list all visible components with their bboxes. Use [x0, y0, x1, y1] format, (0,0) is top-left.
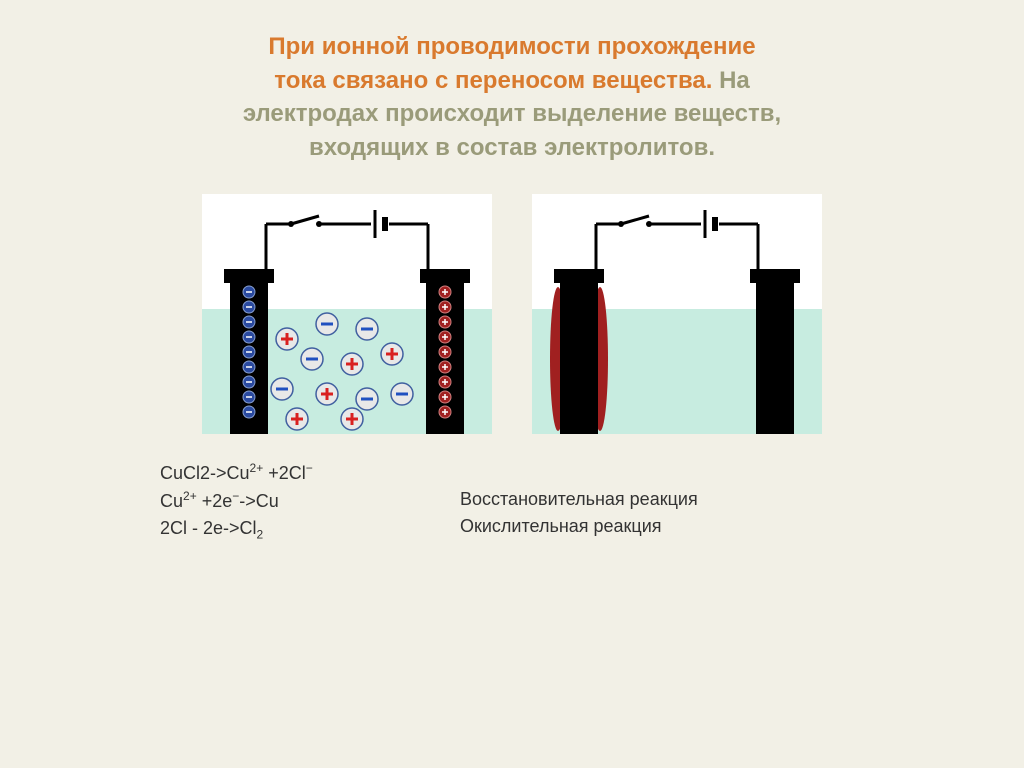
title-line-2a: На	[719, 67, 750, 94]
equations-left-column: CuCl2->Cu2+ +2Cl− Cu2+ +2e−->Cu 2Cl - 2e…	[160, 459, 460, 544]
diagram-container	[0, 194, 1024, 434]
equation-reduction: Cu2+ +2e−->Cu	[160, 487, 460, 515]
electrolysis-diagram-after	[532, 194, 822, 434]
equation-dissociation: CuCl2->Cu2+ +2Cl−	[160, 459, 460, 487]
spacer-line	[460, 459, 698, 486]
title-line-2c: входящих в состав электролитов.	[309, 134, 715, 161]
label-oxidation: Окислительная реакция	[460, 513, 698, 540]
title-line-1a: При ионной проводимости прохождение	[268, 33, 755, 60]
chemical-equations: CuCl2->Cu2+ +2Cl− Cu2+ +2e−->Cu 2Cl - 2e…	[0, 459, 1024, 544]
electrolysis-diagram-before	[202, 194, 492, 434]
equations-right-column: Восстановительная реакция Окислительная …	[460, 459, 698, 544]
equation-oxidation: 2Cl - 2e->Cl2	[160, 515, 460, 544]
title-line-2b: электродах происходит выделение веществ,	[243, 100, 781, 127]
title-line-1b: тока связано с переносом вещества.	[274, 67, 719, 94]
label-reduction: Восстановительная реакция	[460, 486, 698, 513]
slide-title: При ионной проводимости прохождение тока…	[0, 0, 1024, 174]
